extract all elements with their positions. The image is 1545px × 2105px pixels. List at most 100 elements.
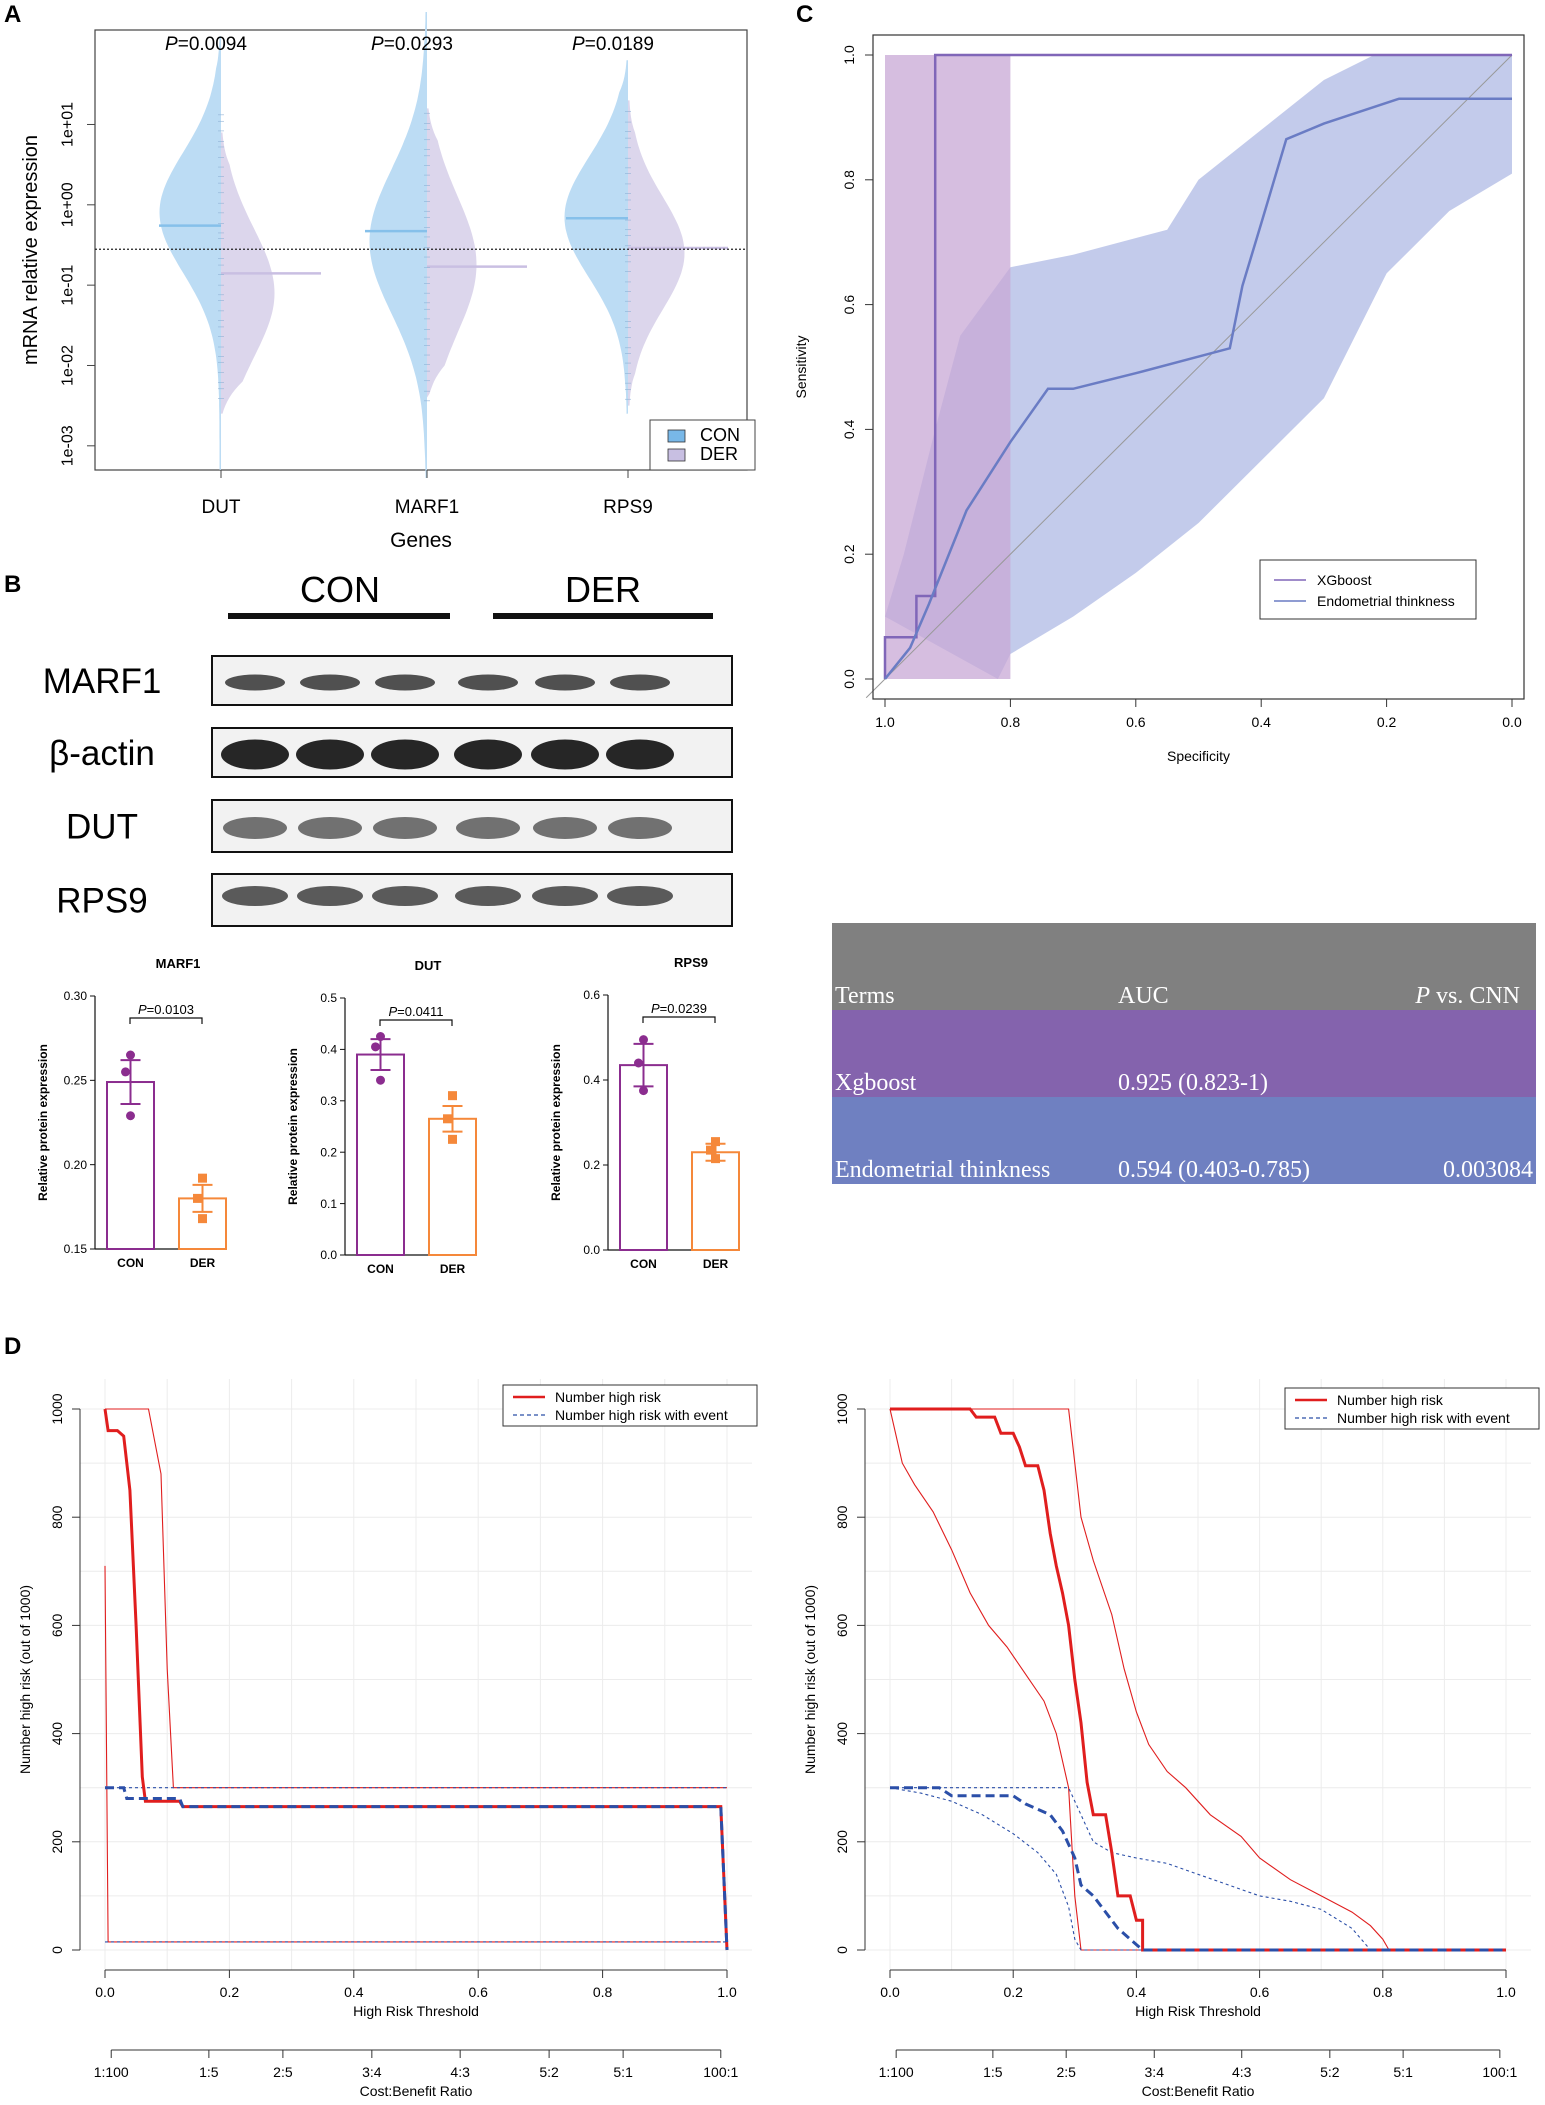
blot-band <box>298 817 362 839</box>
table-cell-term: Xgboost <box>835 1070 917 1096</box>
violin-chart: P=0.0094 DUT P=0.0293 MARF1 P=0.0189 RPS9 1e-0… <box>20 12 756 552</box>
blot-band <box>531 739 599 770</box>
y-tick-label: 400 <box>834 1722 850 1746</box>
x-tick-label: 0.2 <box>1377 714 1397 730</box>
y-tick-label: 0.0 <box>841 669 857 689</box>
legend-label-CON: CON <box>700 425 740 445</box>
blot-band <box>225 674 285 691</box>
blot-band <box>455 886 521 906</box>
x-tick-label: 0.2 <box>220 1984 240 2000</box>
blot-band <box>606 739 674 770</box>
blot-band <box>458 674 518 691</box>
y-tick-label: 0.4 <box>841 419 857 439</box>
blot-band <box>297 886 363 906</box>
y-tick-label: 1000 <box>49 1393 65 1424</box>
y-tick-label: 1e-02 <box>60 345 77 386</box>
diagonal-line-ext <box>865 678 886 699</box>
x-axis-title: High Risk Threshold <box>1135 2003 1261 2019</box>
bar-title-RPS9: RPS9 <box>674 955 708 970</box>
x-tick-label: 0.6 <box>468 1984 488 2000</box>
blot-label-RPS9: RPS9 <box>56 881 147 920</box>
blot-label-β-actin: β-actin <box>49 734 155 773</box>
legend-label-Number high risk: Number high risk <box>1337 1392 1444 1408</box>
y-axis-title: Relative protein expression <box>36 1044 50 1201</box>
blot-band <box>372 886 438 906</box>
table-col-auc: AUC <box>1118 983 1169 1009</box>
panel-label-b: B <box>4 571 21 598</box>
pvalue-label-RPS9: P=0.0189 <box>572 34 654 55</box>
x-tick-label-DER: DER <box>190 1256 216 1270</box>
clinical-impact-chart-left: 0 200 400 600 800 1000 0.0 0.2 0.4 0.6 0.8 1.0 High … <box>17 1379 758 2099</box>
blot-band <box>454 739 522 770</box>
x-tick-label: 1.0 <box>1496 1984 1516 2000</box>
y-tick-label: 200 <box>834 1830 850 1854</box>
x-tick-label: 0.4 <box>1251 714 1271 730</box>
plot-frame <box>94 29 748 471</box>
data-point <box>371 1042 380 1052</box>
table-row-2 <box>832 1097 1536 1184</box>
line-Number high risk <box>103 1408 729 1951</box>
panel-label-d: D <box>4 1333 21 1360</box>
blot-band <box>608 817 672 839</box>
auc-table: Terms AUC P vs. CNN Xgboost 0.925 (0.823-1) E… <box>832 923 1536 1184</box>
significance-bracket <box>129 1017 203 1024</box>
bar-RPS9-DER <box>691 1151 740 1251</box>
legend-box <box>1259 559 1477 620</box>
roc-curve-Endometrial thinkness <box>884 97 1512 680</box>
blot-band <box>300 674 360 691</box>
data-point <box>376 1032 385 1042</box>
y-tick-label: 1e-01 <box>60 265 77 306</box>
significance-bracket <box>379 1019 453 1026</box>
y-axis-title: Relative protein expression <box>286 1048 300 1205</box>
blot-bar-CON <box>228 613 450 619</box>
x-tick-label: 0.6 <box>1250 1984 1270 2000</box>
blot-band <box>532 886 598 906</box>
blot-label-MARF1: MARF1 <box>43 662 162 701</box>
legend-label-Endometrial thinkness: Endometrial thinkness <box>1317 593 1455 609</box>
data-point <box>198 1173 207 1183</box>
x-tick-label-DER: DER <box>703 1257 729 1271</box>
x2-tick-label: 100:1 <box>1482 2064 1517 2080</box>
y-tick-label: 600 <box>49 1614 65 1638</box>
data-point <box>126 1111 135 1121</box>
blot-band <box>221 739 289 770</box>
y-tick-label: 0.30 <box>64 989 88 1003</box>
data-point <box>639 1035 648 1045</box>
ci-lower-Number high risk <box>104 1565 721 1943</box>
blot-band <box>373 817 437 839</box>
bar-title-MARF1: MARF1 <box>156 956 201 971</box>
western-blot: CON DER MARF1 β-actin DUT RPS9 <box>43 569 733 927</box>
y-axis-title: Number high risk (out of 1000) <box>17 1585 33 1774</box>
data-point <box>443 1114 452 1124</box>
x2-tick-label: 100:1 <box>703 2064 738 2080</box>
y-tick-label: 0.25 <box>64 1074 88 1088</box>
pvalue-label-MARF1: P=0.0293 <box>371 34 453 55</box>
blot-band <box>456 817 520 839</box>
table-col-terms: Terms <box>835 983 895 1009</box>
line-Number high risk with event <box>105 1786 729 1951</box>
x2-tick-label: 2:5 <box>1056 2064 1076 2080</box>
x-tick-label: 0.0 <box>1502 714 1522 730</box>
x2-tick-label: 3:4 <box>362 2064 382 2080</box>
y-axis-title: Sensitivity <box>793 335 809 398</box>
legend-box <box>649 419 756 471</box>
x-tick-label: 0.8 <box>1373 1984 1393 2000</box>
y-axis-title: Number high risk (out of 1000) <box>802 1585 818 1774</box>
y-tick-label: 0 <box>49 1946 65 1954</box>
legend-swatch-CON <box>667 429 686 443</box>
blot-band <box>371 739 439 770</box>
data-point <box>448 1134 457 1144</box>
y-tick-label: 0.4 <box>583 1073 600 1087</box>
table-cell-auc: 0.925 (0.823-1) <box>1118 1070 1268 1096</box>
x-tick-label-DUT: DUT <box>201 497 240 518</box>
bar-pvalue-DUT: P=0.0411 <box>388 1004 443 1019</box>
table-col-p: P vs. CNN <box>1414 983 1520 1009</box>
y-axis-title: Relative protein expression <box>549 1044 563 1201</box>
data-point <box>448 1091 457 1101</box>
legend-label-Number high risk with event: Number high risk with event <box>555 1407 728 1423</box>
legend-label-Number high risk with event: Number high risk with event <box>1337 1410 1510 1426</box>
significance-bracket <box>642 1016 716 1023</box>
y-tick-label: 1000 <box>834 1393 850 1424</box>
pvalue-label-DUT: P=0.0094 <box>165 34 247 55</box>
